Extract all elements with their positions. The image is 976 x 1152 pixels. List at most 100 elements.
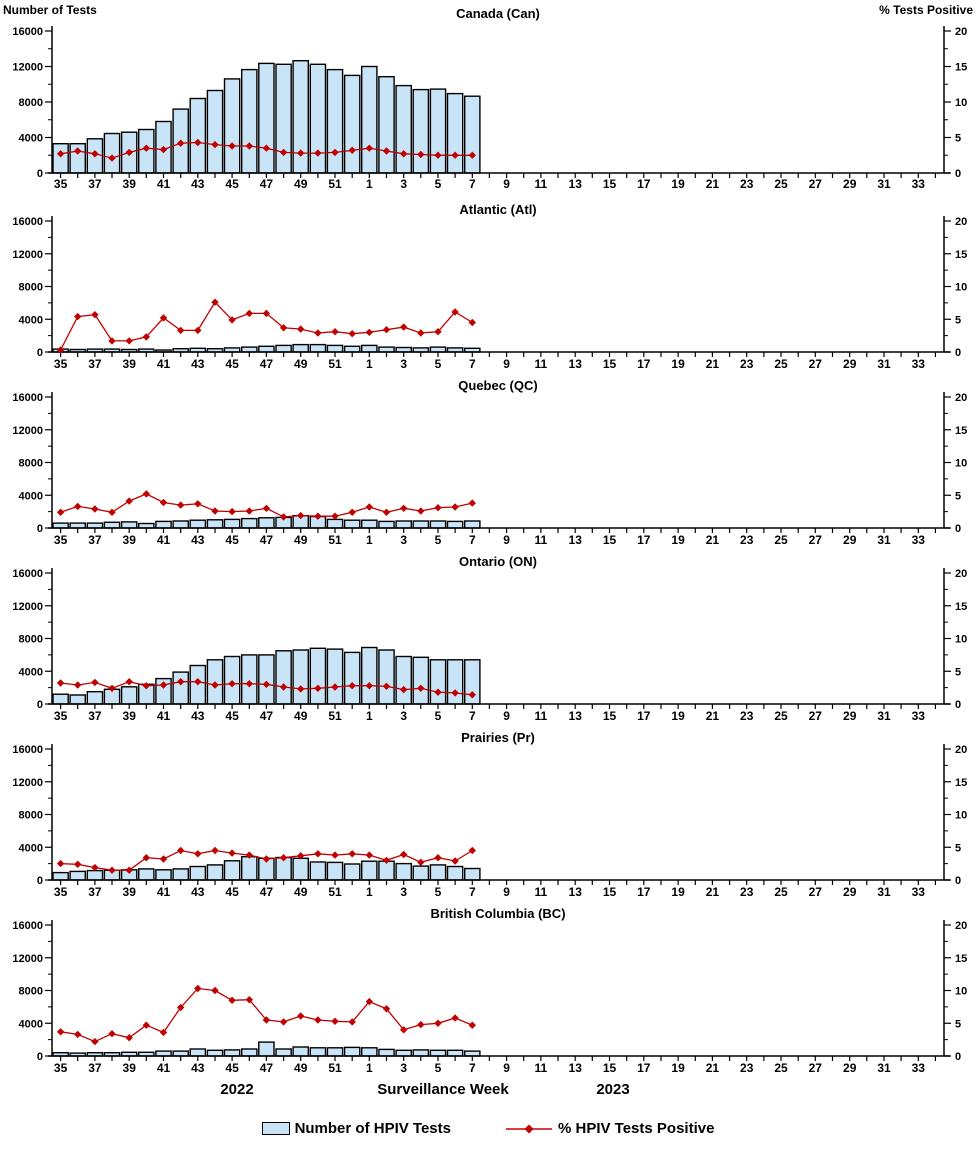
- bar-week-6: [446, 520, 464, 529]
- bar-week-42: [172, 868, 190, 881]
- pct-point-week-39: [125, 678, 133, 686]
- pct-point-week-7: [468, 151, 476, 159]
- pct-point-week-41: [159, 498, 168, 507]
- pct-point-week-45: [228, 849, 236, 857]
- bar-week-51: [326, 648, 344, 705]
- pct-positive-line: [60, 987, 473, 1043]
- svg-text:51: 51: [328, 709, 342, 723]
- svg-text:49: 49: [294, 357, 308, 371]
- svg-text:27: 27: [809, 709, 823, 723]
- bar-week-48: [275, 650, 292, 705]
- svg-text:45: 45: [225, 1061, 239, 1075]
- bar-week-41: [155, 520, 172, 529]
- svg-text:41: 41: [157, 709, 171, 723]
- pct-point-week-35: [56, 679, 65, 687]
- bar-week-43: [189, 865, 207, 881]
- svg-text:11: 11: [535, 177, 548, 191]
- svg-text:5: 5: [435, 885, 442, 899]
- pct-point-week-38: [108, 337, 116, 345]
- svg-text:33: 33: [912, 177, 926, 191]
- svg-text:12000: 12000: [12, 777, 43, 789]
- svg-text:29: 29: [843, 709, 857, 723]
- svg-text:5: 5: [955, 314, 961, 326]
- svg-text:9: 9: [503, 1061, 510, 1075]
- pct-point-week-52: [348, 330, 356, 338]
- pct-point-week-36: [74, 502, 82, 511]
- svg-text:19: 19: [671, 533, 685, 547]
- panel-canada: Number of Tests % Tests Positive Canada …: [0, 0, 976, 198]
- bar-week-48: [275, 1048, 292, 1057]
- pct-point-week-37: [91, 150, 99, 158]
- svg-text:43: 43: [191, 533, 205, 547]
- bar-week-40: [137, 868, 155, 881]
- pct-point-week-48: [279, 148, 288, 157]
- bar-week-4: [412, 1049, 430, 1057]
- svg-text:7: 7: [469, 177, 476, 191]
- svg-text:17: 17: [637, 709, 651, 723]
- pct-point-week-40: [142, 333, 150, 341]
- bar-week-51: [326, 861, 344, 881]
- pct-point-week-36: [74, 681, 82, 689]
- svg-text:5: 5: [435, 709, 442, 723]
- pct-point-week-38: [108, 508, 116, 516]
- svg-text:29: 29: [843, 885, 857, 899]
- bar-week-45: [223, 1049, 241, 1057]
- bar-week-52: [343, 519, 361, 529]
- bar-week-35: [52, 693, 69, 705]
- svg-text:47: 47: [260, 533, 274, 547]
- left-axis-title: Number of Tests: [3, 3, 97, 17]
- bar-week-1: [361, 344, 378, 353]
- bar-week-49: [292, 857, 310, 881]
- svg-text:25: 25: [774, 177, 788, 191]
- pct-point-week-39: [125, 337, 133, 345]
- svg-text:5: 5: [955, 133, 961, 145]
- svg-text:15: 15: [603, 1061, 617, 1075]
- bar-week-45: [223, 78, 241, 174]
- svg-text:27: 27: [809, 533, 823, 547]
- panel-title-atlantic: Atlantic (Atl): [459, 202, 537, 217]
- svg-text:37: 37: [88, 533, 102, 547]
- bar-week-49: [292, 649, 310, 705]
- svg-text:9: 9: [503, 885, 510, 899]
- svg-text:49: 49: [294, 533, 308, 547]
- legend-item-tests: Number of HPIV Tests: [261, 1120, 451, 1137]
- svg-text:27: 27: [809, 177, 823, 191]
- pct-point-week-51: [331, 683, 339, 691]
- bar-week-47: [258, 62, 275, 174]
- pct-point-week-48: [279, 1018, 288, 1026]
- svg-text:23: 23: [740, 177, 754, 191]
- x-axis-title: Surveillance Week: [377, 1081, 509, 1098]
- svg-text:4000: 4000: [19, 666, 43, 678]
- pct-point-week-38: [108, 1030, 116, 1038]
- bar-week-39: [120, 686, 138, 705]
- panel-title-british-columbia: British Columbia (BC): [430, 906, 566, 921]
- svg-text:31: 31: [877, 1061, 891, 1075]
- svg-text:35: 35: [54, 357, 68, 371]
- pct-point-week-46: [245, 507, 253, 515]
- svg-text:15: 15: [603, 533, 617, 547]
- svg-text:39: 39: [123, 533, 137, 547]
- bar-week-2: [378, 520, 395, 529]
- svg-text:51: 51: [328, 357, 342, 371]
- svg-text:37: 37: [88, 1061, 102, 1075]
- svg-text:43: 43: [191, 357, 205, 371]
- pct-point-week-47: [262, 855, 271, 863]
- svg-text:4000: 4000: [19, 490, 43, 502]
- svg-text:4000: 4000: [19, 842, 43, 854]
- pct-point-week-5: [434, 151, 442, 159]
- svg-text:25: 25: [774, 1061, 788, 1075]
- bar-week-6: [446, 659, 464, 705]
- bar-week-3: [395, 520, 413, 529]
- svg-text:3: 3: [400, 533, 407, 547]
- svg-text:25: 25: [774, 709, 788, 723]
- bar-week-45: [223, 518, 241, 529]
- bar-week-46: [240, 855, 258, 881]
- svg-text:51: 51: [328, 1061, 342, 1075]
- pct-point-week-36: [74, 1030, 82, 1039]
- pct-point-week-47: [262, 144, 271, 152]
- svg-text:41: 41: [157, 357, 171, 371]
- svg-text:47: 47: [260, 1061, 274, 1075]
- pct-point-week-45: [228, 507, 236, 516]
